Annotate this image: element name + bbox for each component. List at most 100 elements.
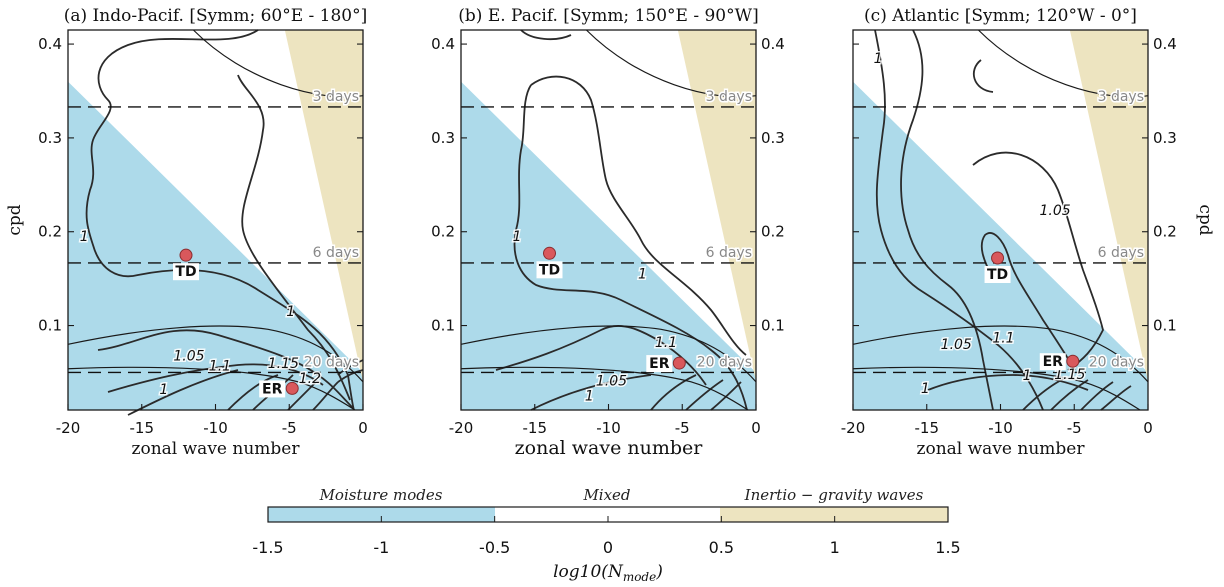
dispersion-curve-n1 bbox=[67, 325, 364, 383]
period-line-label: 6 days bbox=[1098, 245, 1144, 261]
y-tick-label-right: 0.1 bbox=[1153, 317, 1177, 335]
contour-label: 1 bbox=[159, 382, 168, 398]
y-axis-label: cpd bbox=[1195, 204, 1215, 235]
moisture-mode-region bbox=[68, 81, 363, 411]
y-tick-label-right: 0.1 bbox=[761, 317, 785, 335]
contour-label: 1.2 bbox=[299, 371, 321, 387]
period-line-label: 20 days bbox=[697, 354, 752, 370]
wave-point-marker bbox=[285, 381, 299, 395]
colorbar-tick-label: -1 bbox=[373, 538, 389, 557]
y-tick-label-left: 0.1 bbox=[38, 317, 62, 335]
dispersion-curve-n1 bbox=[852, 325, 1149, 383]
x-tick-label: -20 bbox=[449, 419, 474, 437]
dispersion-curve-n1 bbox=[460, 325, 757, 383]
dispersion-curve-n2 bbox=[852, 366, 1141, 411]
dispersion-curve-n2 bbox=[460, 366, 749, 411]
colorbar-region-mixed: Mixed bbox=[582, 486, 630, 504]
x-tick-label: -15 bbox=[523, 419, 548, 437]
moisture-mode-region bbox=[853, 81, 1148, 411]
wave-point-label-bg bbox=[1039, 353, 1066, 371]
wave-point-label-bg bbox=[984, 266, 1011, 283]
y-tick-label-left: 0.3 bbox=[431, 129, 455, 147]
x-tick-label: 0 bbox=[1143, 419, 1153, 437]
period-line-label: 3 days bbox=[1098, 89, 1144, 105]
contour-label: 1 bbox=[513, 229, 522, 245]
x-axis-label: zonal wave number bbox=[515, 437, 704, 459]
y-tick-label-right: 0.4 bbox=[1153, 35, 1177, 53]
y-tick-label-left: 0.4 bbox=[431, 35, 455, 53]
y-tick-label-right: 0.3 bbox=[1153, 129, 1177, 147]
colorbar-label: log10(Nmode) bbox=[553, 562, 663, 584]
panel-a: 3 days 6 days 20 days (a) Indo-Pacif. [Symm… bbox=[5, 6, 368, 459]
contour-label: 1.15 bbox=[268, 356, 299, 372]
inertio-gravity-region bbox=[284, 30, 363, 382]
y-tick-label-right: 0.2 bbox=[1153, 223, 1177, 241]
x-tick-label: -10 bbox=[988, 419, 1013, 437]
inertio-gravity-region bbox=[1069, 30, 1148, 382]
y-tick-label-right: 0.2 bbox=[761, 223, 785, 241]
contour-label: 1.1 bbox=[209, 359, 231, 375]
wave-point-label-bg bbox=[259, 380, 286, 398]
period-line-label: 20 days bbox=[304, 354, 359, 370]
colorbar-igw-segment bbox=[720, 507, 948, 522]
period-line-label: 6 days bbox=[706, 245, 752, 261]
x-tick-label: -10 bbox=[596, 419, 621, 437]
period-line-label: 3 days bbox=[313, 89, 359, 105]
contour-label: 1.1 bbox=[655, 335, 677, 351]
x-tick-label: -20 bbox=[56, 419, 81, 437]
wave-point-label: TD bbox=[539, 262, 560, 278]
x-tick-label: -15 bbox=[130, 419, 155, 437]
wave-point-marker bbox=[1066, 354, 1080, 368]
contour-label: 1 bbox=[638, 267, 647, 283]
colorbar-tick-label: 0 bbox=[603, 538, 613, 557]
panel-title: (c) Atlantic [Symm; 120°W - 0°] bbox=[864, 6, 1137, 26]
colorbar-tick-label: 1.5 bbox=[935, 538, 960, 557]
dispersion-curve-n2 bbox=[67, 366, 356, 411]
x-tick-label: -15 bbox=[915, 419, 940, 437]
contour-label: 1 bbox=[286, 304, 295, 320]
contour-label: 1 bbox=[80, 229, 89, 245]
wave-point-label: TD bbox=[987, 267, 1008, 283]
colorbar-tick-label: -0.5 bbox=[479, 538, 510, 557]
panel-c: 3 days 6 days 20 days (c) Atlantic [Symm; 1… bbox=[841, 6, 1215, 459]
x-axis-label: zonal wave number bbox=[132, 439, 301, 459]
colorbar-tick-label: 0.5 bbox=[709, 538, 734, 557]
wave-point-label: ER bbox=[1043, 354, 1064, 370]
x-tick-label: 0 bbox=[751, 419, 761, 437]
panel-title: (a) Indo-Pacif. [Symm; 60°E - 180°] bbox=[64, 6, 368, 26]
y-tick-label-left: 0.2 bbox=[431, 223, 455, 241]
contour-label: 1.05 bbox=[596, 374, 627, 390]
y-tick-label-left: 0.3 bbox=[38, 129, 62, 147]
colorbar-region-moisture: Moisture modes bbox=[319, 486, 443, 504]
period-line-label: 3 days bbox=[706, 89, 752, 105]
y-tick-label-left: 0.2 bbox=[38, 223, 62, 241]
y-axis-label: cpd bbox=[5, 204, 25, 235]
wave-point-marker bbox=[672, 356, 686, 370]
y-tick-label-left: 0.1 bbox=[431, 317, 455, 335]
contour-label: 1.1 bbox=[992, 330, 1014, 346]
period-line-label: 20 days bbox=[1089, 354, 1144, 370]
x-tick-label: 0 bbox=[358, 419, 368, 437]
x-tick-label: -5 bbox=[282, 419, 297, 437]
x-tick-label: -5 bbox=[675, 419, 690, 437]
dispersion-curve-igw bbox=[585, 29, 757, 98]
wave-point-label: TD bbox=[175, 264, 196, 280]
x-axis-label: zonal wave number bbox=[917, 439, 1086, 459]
colorbar-tick-label: -1.5 bbox=[252, 538, 283, 557]
dispersion-curve-igw bbox=[977, 29, 1149, 98]
wave-point-label-bg bbox=[173, 263, 199, 281]
contour-label: 1.15 bbox=[1054, 367, 1085, 383]
contour-label: 1 bbox=[921, 381, 930, 397]
contour-label: 1 bbox=[874, 51, 883, 67]
x-tick-label: -10 bbox=[203, 419, 228, 437]
colorbar-mixed-segment bbox=[495, 507, 720, 522]
contour-label: 1.05 bbox=[941, 337, 972, 353]
colorbar-tick-label: 1 bbox=[830, 538, 840, 557]
wave-point-marker bbox=[543, 246, 556, 260]
contour-label: 1 bbox=[1023, 368, 1032, 384]
x-tick-label: -20 bbox=[841, 419, 866, 437]
panel-b: 3 days 6 days 20 days (b) E. Pacif. [Symm; … bbox=[431, 6, 785, 459]
colorbar: Moisture modes Mixed Inertio − gravity w… bbox=[252, 486, 960, 584]
y-tick-label-right: 0.3 bbox=[761, 129, 785, 147]
